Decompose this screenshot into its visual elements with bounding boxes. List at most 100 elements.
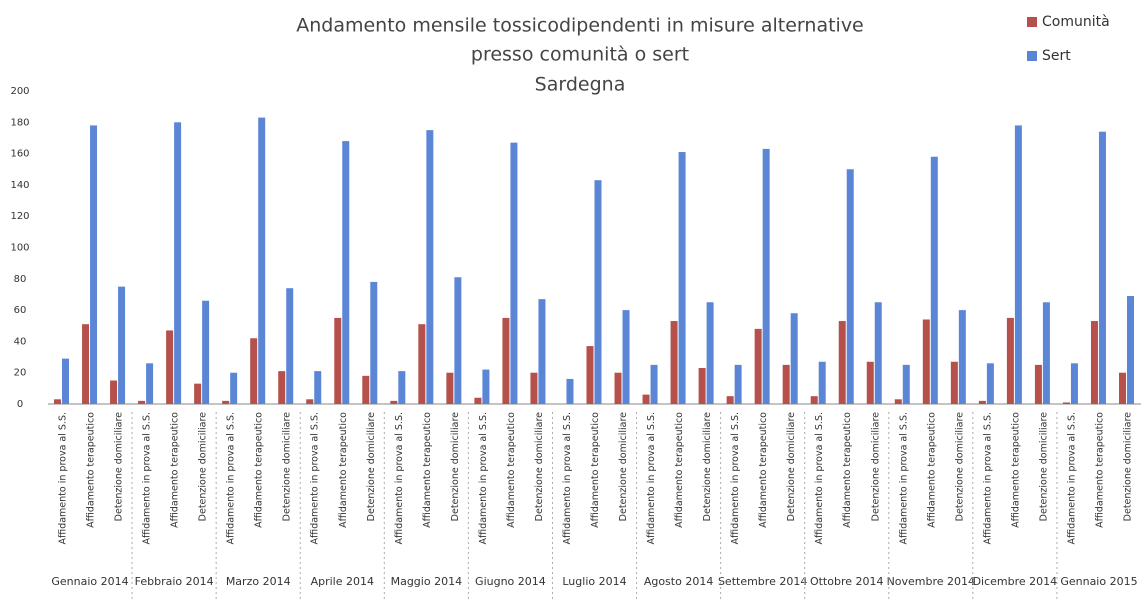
- bar: [230, 372, 238, 404]
- y-tick-label: 80: [14, 274, 27, 285]
- bar: [62, 358, 70, 404]
- x-tick-label: Detenzione domiciliare: [114, 412, 125, 521]
- bar: [222, 400, 230, 404]
- y-tick-label: 120: [10, 211, 29, 222]
- x-tick-label: Affidamento in prova al S.S.: [226, 412, 237, 544]
- group-label: Ottobre 2014: [810, 575, 884, 588]
- legend-swatch: [1027, 17, 1037, 27]
- bar: [370, 281, 378, 404]
- bar: [1062, 402, 1070, 404]
- bar: [286, 288, 294, 404]
- bar: [90, 125, 98, 405]
- group-label: Gennaio 2014: [51, 575, 128, 588]
- bar: [1070, 363, 1078, 404]
- y-tick-label: 40: [14, 336, 27, 347]
- x-tick-label: Affidamento terapeutico: [1010, 412, 1021, 528]
- x-tick-label: Affidamento terapeutico: [506, 412, 517, 528]
- x-tick-label: Detenzione domiciliare: [366, 412, 377, 521]
- bar: [418, 324, 426, 404]
- bar: [810, 396, 818, 404]
- bar: [586, 346, 594, 404]
- bar: [538, 299, 546, 404]
- bar: [782, 364, 790, 404]
- bar: [894, 399, 902, 404]
- bar: [482, 369, 490, 404]
- bar: [118, 286, 126, 404]
- x-tick-label: Detenzione domiciliare: [954, 412, 965, 521]
- x-tick-label: Affidamento terapeutico: [842, 412, 853, 528]
- bar: [1034, 364, 1042, 404]
- bar: [790, 313, 798, 404]
- group-label: Dicembre 2014: [973, 575, 1058, 588]
- bar: [306, 399, 314, 404]
- x-tick-label: Affidamento terapeutico: [590, 412, 601, 528]
- y-tick-label: 200: [10, 86, 29, 97]
- bar: [930, 156, 938, 404]
- bar: [510, 142, 518, 404]
- bar: [278, 371, 286, 404]
- group-label: Settembre 2014: [718, 575, 807, 588]
- y-tick-label: 20: [14, 368, 27, 379]
- bar: [986, 363, 994, 404]
- x-tick-label: Detenzione domiciliare: [702, 412, 713, 521]
- bar: [678, 152, 686, 404]
- x-tick-label: Affidamento in prova al S.S.: [898, 412, 909, 544]
- x-tick-label: Affidamento terapeutico: [86, 412, 97, 528]
- bar: [846, 169, 854, 404]
- x-tick-label: Detenzione domiciliare: [1122, 412, 1133, 521]
- bar: [250, 338, 258, 404]
- bar: [530, 372, 538, 404]
- bar: [734, 364, 742, 404]
- chart-title: Andamento mensile tossicodipendenti in m…: [296, 15, 864, 37]
- bar: [754, 328, 762, 404]
- group-label: Gennaio 2015: [1060, 575, 1137, 588]
- y-tick-label: 100: [10, 243, 29, 254]
- x-tick-label: Affidamento terapeutico: [926, 412, 937, 528]
- bar: [398, 371, 406, 404]
- x-tick-label: Affidamento in prova al S.S.: [646, 412, 657, 544]
- y-tick-label: 160: [10, 149, 29, 160]
- bar: [54, 399, 62, 404]
- bar: [174, 122, 182, 405]
- x-tick-label: Affidamento in prova al S.S.: [814, 412, 825, 544]
- bar: [670, 321, 678, 404]
- x-tick-label: Affidamento in prova al S.S.: [310, 412, 321, 544]
- legend-swatch: [1027, 51, 1037, 61]
- x-tick-label: Detenzione domiciliare: [618, 412, 629, 521]
- chart-title: presso comunità o sert: [471, 44, 689, 66]
- x-tick-label: Affidamento terapeutico: [254, 412, 265, 528]
- bar: [502, 317, 510, 404]
- x-tick-label: Affidamento in prova al S.S.: [478, 412, 489, 544]
- x-tick-label: Affidamento in prova al S.S.: [142, 412, 153, 544]
- bar: [82, 324, 90, 404]
- y-tick-label: 0: [17, 399, 23, 410]
- bar: [818, 361, 826, 404]
- bar: [258, 117, 266, 404]
- group-label: Luglio 2014: [562, 575, 626, 588]
- chart-title: Sardegna: [535, 74, 626, 96]
- bar: [902, 364, 910, 404]
- x-tick-label: Detenzione domiciliare: [534, 412, 545, 521]
- x-tick-label: Detenzione domiciliare: [786, 412, 797, 521]
- x-tick-label: Affidamento terapeutico: [422, 412, 433, 528]
- bar: [342, 141, 350, 404]
- bar: [838, 321, 846, 404]
- bar: [726, 396, 734, 404]
- x-tick-label: Affidamento in prova al S.S.: [982, 412, 993, 544]
- x-tick-label: Detenzione domiciliare: [450, 412, 461, 521]
- x-tick-label: Detenzione domiciliare: [198, 412, 209, 521]
- y-tick-label: 60: [14, 305, 27, 316]
- bar: [950, 361, 958, 404]
- group-label: Giugno 2014: [475, 575, 546, 588]
- bar: [166, 330, 174, 404]
- y-tick-label: 180: [10, 117, 29, 128]
- group-label: Maggio 2014: [391, 575, 462, 588]
- x-tick-label: Affidamento in prova al S.S.: [1066, 412, 1077, 544]
- x-tick-label: Affidamento terapeutico: [758, 412, 769, 528]
- bar: [958, 310, 966, 404]
- legend-label: Sert: [1042, 48, 1071, 64]
- y-tick-label: 140: [10, 180, 29, 191]
- x-tick-label: Affidamento terapeutico: [170, 412, 181, 528]
- x-tick-label: Affidamento in prova al S.S.: [562, 412, 573, 544]
